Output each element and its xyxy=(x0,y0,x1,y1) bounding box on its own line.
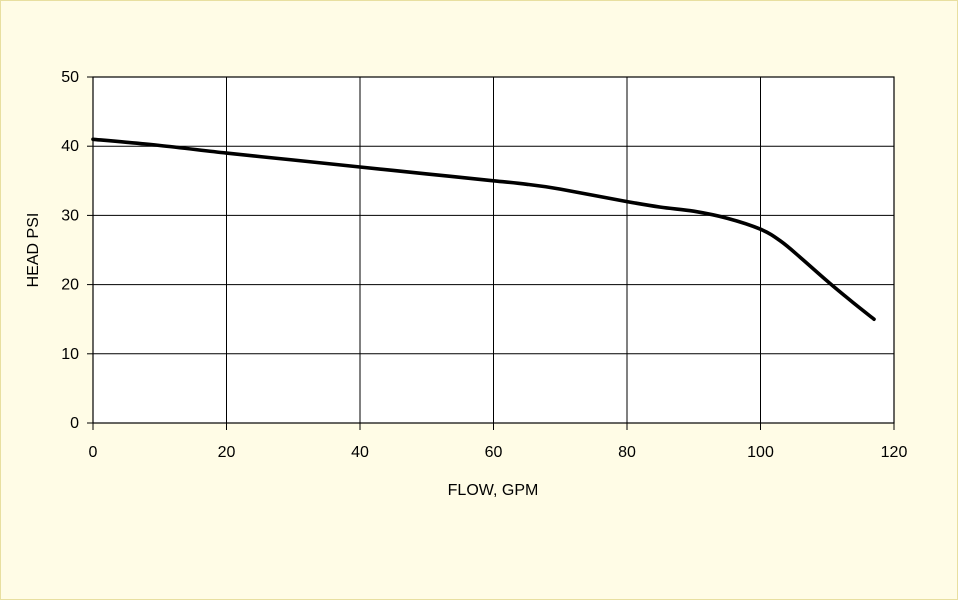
x-tick-label: 120 xyxy=(881,444,908,461)
y-axis-label: HEAD PSI xyxy=(25,213,42,288)
x-tick-label: 100 xyxy=(747,444,774,461)
x-tick-label: 40 xyxy=(351,444,369,461)
x-tick-label: 0 xyxy=(89,444,98,461)
series-layer xyxy=(91,137,876,321)
x-tick-label: 80 xyxy=(618,444,636,461)
x-ticks: 0 20 40 60 80 100 120 xyxy=(89,423,908,461)
x-tick-label: 60 xyxy=(485,444,503,461)
y-tick-label: 0 xyxy=(70,415,79,432)
y-tick-label: 40 xyxy=(61,138,79,155)
grid-y xyxy=(93,145,894,355)
x-axis-label: FLOW, GPM xyxy=(448,482,539,499)
y-tick-label: 50 xyxy=(61,69,79,86)
y-tick-label: 10 xyxy=(61,346,79,363)
y-ticks: 0 10 20 30 40 50 xyxy=(61,69,93,432)
grid-x xyxy=(226,77,761,423)
head-curve-line xyxy=(91,137,876,321)
x-tick-label: 20 xyxy=(218,444,236,461)
y-tick-label: 30 xyxy=(61,207,79,224)
y-tick-label: 20 xyxy=(61,277,79,294)
